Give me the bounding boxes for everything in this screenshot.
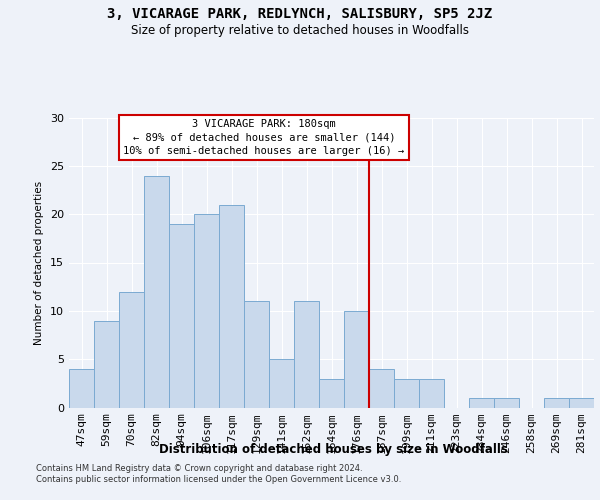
Bar: [69, 369, 94, 408]
Bar: [269, 359, 294, 408]
Bar: [169, 224, 194, 408]
Bar: [219, 204, 244, 408]
Bar: [119, 292, 144, 408]
Bar: [244, 301, 269, 408]
Text: Size of property relative to detached houses in Woodfalls: Size of property relative to detached ho…: [131, 24, 469, 37]
Bar: [144, 176, 169, 408]
Text: 3, VICARAGE PARK, REDLYNCH, SALISBURY, SP5 2JZ: 3, VICARAGE PARK, REDLYNCH, SALISBURY, S…: [107, 8, 493, 22]
Bar: [294, 301, 319, 408]
Text: Distribution of detached houses by size in Woodfalls: Distribution of detached houses by size …: [158, 442, 508, 456]
Text: Contains public sector information licensed under the Open Government Licence v3: Contains public sector information licen…: [36, 475, 401, 484]
Bar: [494, 398, 519, 407]
Text: 3 VICARAGE PARK: 180sqm
← 89% of detached houses are smaller (144)
10% of semi-d: 3 VICARAGE PARK: 180sqm ← 89% of detache…: [124, 120, 404, 156]
Bar: [319, 378, 344, 408]
Bar: [94, 320, 119, 408]
Bar: [394, 378, 419, 408]
Text: Contains HM Land Registry data © Crown copyright and database right 2024.: Contains HM Land Registry data © Crown c…: [36, 464, 362, 473]
Bar: [344, 311, 369, 408]
Bar: [544, 398, 569, 407]
Bar: [419, 378, 444, 408]
Bar: [369, 369, 394, 408]
Bar: [469, 398, 494, 407]
Bar: [194, 214, 219, 408]
Y-axis label: Number of detached properties: Number of detached properties: [34, 180, 44, 344]
Bar: [569, 398, 594, 407]
